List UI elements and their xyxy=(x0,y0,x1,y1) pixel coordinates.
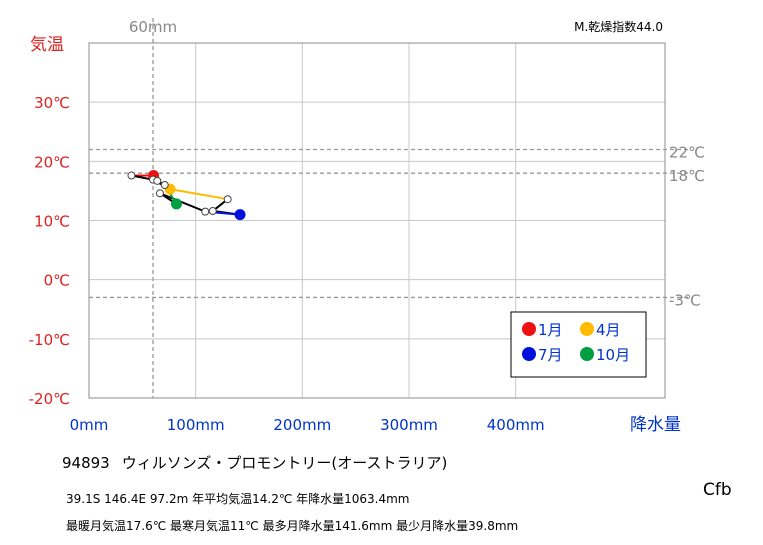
x-tick-label: 100mm xyxy=(167,416,225,434)
legend-marker xyxy=(522,347,536,361)
month-point xyxy=(170,198,182,210)
legend-label: 10月 xyxy=(596,346,630,364)
dryness-index-label: M.乾燥指数44.0 xyxy=(574,19,663,34)
month-point xyxy=(201,207,210,216)
reference-label-temp: 22℃ xyxy=(669,144,705,162)
month-point xyxy=(153,176,162,185)
y-tick-label: -20℃ xyxy=(29,390,70,408)
reference-label-temp: 18℃ xyxy=(669,167,705,185)
x-tick-label: 200mm xyxy=(273,416,331,434)
y-tick-label: 20℃ xyxy=(34,153,70,171)
legend-marker xyxy=(522,322,536,336)
y-tick-label: 10℃ xyxy=(34,213,70,231)
koppen-classification: Cfb xyxy=(703,480,732,500)
month-point xyxy=(223,195,232,204)
month-point xyxy=(155,189,164,198)
month-point xyxy=(160,181,169,189)
y-tick-label: -10℃ xyxy=(29,331,70,349)
station-id: 94893 xyxy=(62,454,110,472)
station-name: ウィルソンズ・プロモントリー(オーストラリア) xyxy=(121,454,448,472)
legend-label: 4月 xyxy=(596,321,621,339)
y-tick-label: 30℃ xyxy=(34,94,70,112)
reference-label-precip: 60mm xyxy=(129,18,177,36)
legend-label: 1月 xyxy=(538,321,563,339)
month-point xyxy=(127,171,136,180)
legend-label: 7月 xyxy=(538,346,563,364)
month-point xyxy=(208,207,217,216)
reference-label-temp: -3℃ xyxy=(669,291,701,309)
y-axis-title: 気温 xyxy=(30,35,64,55)
y-tick-label: 0℃ xyxy=(44,272,70,290)
plot-area xyxy=(88,42,666,399)
x-tick-label: 400mm xyxy=(487,416,545,434)
x-tick-label: 300mm xyxy=(380,416,438,434)
station-title: 94893 ウィルソンズ・プロモントリー(オーストラリア) xyxy=(62,452,447,473)
legend-marker xyxy=(580,322,594,336)
x-axis-title: 降水量 xyxy=(630,415,681,435)
legend-marker xyxy=(580,347,594,361)
month-point xyxy=(234,209,246,221)
x-tick-label: 0mm xyxy=(70,416,109,434)
station-extremes-summary: 最暖月気温17.6℃ 最寒月気温11℃ 最多月降水量141.6mm 最少月降水量… xyxy=(66,519,519,533)
month-segment xyxy=(159,192,206,213)
month-segment xyxy=(169,188,228,201)
legend-box xyxy=(510,311,647,378)
station-location-summary: 39.1S 146.4E 97.2m 年平均気温14.2℃ 年降水量1063.4… xyxy=(66,492,410,506)
